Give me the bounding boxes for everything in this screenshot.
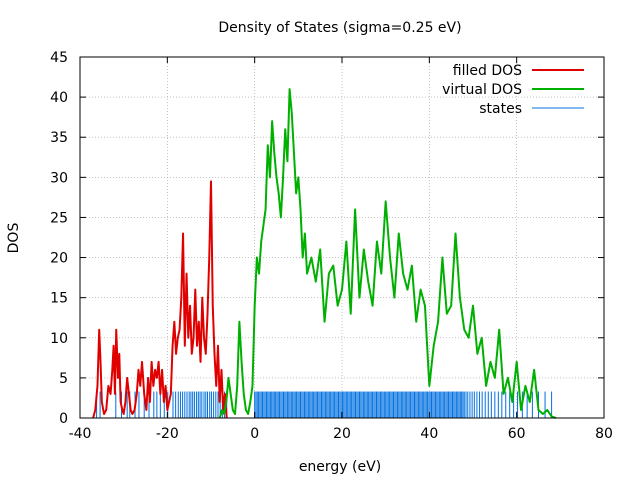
x-tick-label: 80 [595, 426, 613, 442]
x-tick-label: 60 [508, 426, 526, 442]
y-tick-label: 20 [50, 251, 68, 267]
axis-ticks: -40 -20 0 20 40 60 80 0 5 10 15 20 25 30 35 40 45 [50, 50, 613, 442]
y-tick-label: 40 [50, 90, 68, 106]
legend-label: virtual DOS [442, 82, 522, 98]
x-tick-label: 20 [333, 426, 351, 442]
y-tick-label: 10 [50, 331, 68, 347]
dos-series [92, 88, 557, 419]
series-line-filled-dos [92, 180, 228, 419]
legend: filled DOS virtual DOS states [442, 63, 584, 117]
x-tick-label: -20 [156, 426, 179, 442]
grid-lines [80, 57, 604, 418]
chart-title: Density of States (sigma=0.25 eV) [218, 20, 461, 36]
y-tick-label: 45 [50, 50, 68, 66]
y-tick-label: 15 [50, 291, 68, 307]
x-tick-label: -40 [69, 426, 92, 442]
y-tick-label: 30 [50, 170, 68, 186]
x-tick-label: 40 [420, 426, 438, 442]
legend-label: states [479, 101, 522, 117]
y-tick-label: 25 [50, 210, 68, 226]
x-tick-label: 0 [250, 426, 259, 442]
y-axis-label: DOS [6, 223, 22, 254]
states-series [96, 391, 553, 418]
x-axis-label: energy (eV) [299, 459, 381, 475]
legend-label: filled DOS [453, 63, 522, 79]
y-tick-label: 35 [50, 130, 68, 146]
series-line-virtual-dos [218, 88, 557, 419]
y-tick-label: 0 [59, 411, 68, 427]
y-tick-label: 5 [59, 371, 68, 387]
